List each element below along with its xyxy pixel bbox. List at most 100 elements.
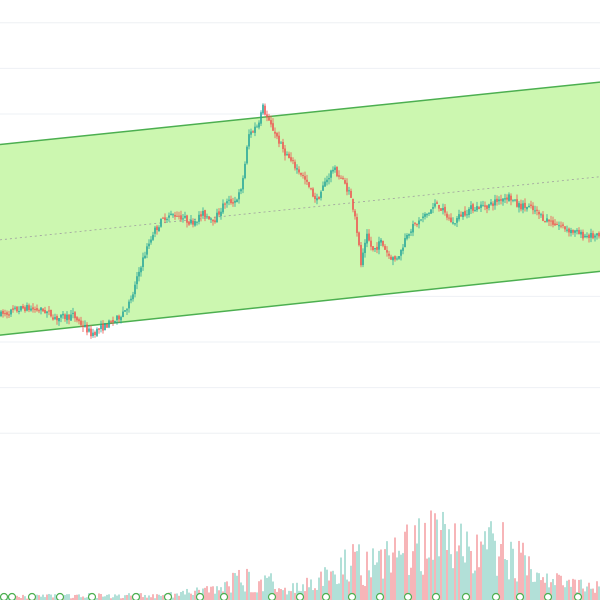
volume-bar — [206, 586, 208, 600]
event-marker-icon[interactable] — [163, 592, 173, 600]
volume-bar — [390, 572, 392, 600]
volume-bar — [304, 591, 306, 600]
event-marker-icon[interactable] — [267, 592, 277, 600]
volume-bar — [20, 598, 22, 600]
candle — [460, 211, 462, 217]
event-marker-icon[interactable] — [375, 592, 385, 600]
event-marker-icon[interactable] — [515, 592, 525, 600]
volume-bar — [568, 579, 570, 600]
volume-bar — [286, 594, 288, 600]
volume-bar — [104, 596, 106, 600]
channel-mid-line — [0, 176, 600, 241]
candle — [598, 231, 600, 239]
event-marker-icon[interactable] — [27, 592, 37, 600]
channel-lower-line[interactable] — [0, 270, 600, 336]
event-marker-icon[interactable] — [543, 592, 553, 600]
volume-bar — [378, 550, 380, 600]
volume-bar — [466, 531, 468, 600]
volume-bar — [468, 546, 470, 600]
volume-bar — [578, 579, 580, 600]
candle — [358, 231, 360, 247]
candle — [578, 227, 580, 235]
candle — [24, 305, 26, 313]
candle — [266, 110, 268, 122]
event-marker-icon[interactable] — [431, 592, 441, 600]
candle — [370, 236, 372, 251]
volume-bar — [278, 588, 280, 600]
candle — [278, 131, 280, 148]
event-marker-icon[interactable] — [461, 592, 471, 600]
candle — [502, 198, 504, 206]
candle — [314, 192, 316, 203]
candle — [434, 199, 436, 209]
volume-bar — [122, 597, 124, 600]
volume-bar — [488, 527, 490, 600]
candle — [594, 233, 596, 242]
event-marker-icon[interactable] — [55, 592, 65, 600]
volume-bar — [574, 579, 576, 600]
candle — [196, 221, 198, 226]
event-marker-icon[interactable] — [347, 592, 357, 600]
candle — [10, 308, 12, 318]
volume-bar — [210, 586, 212, 600]
candle — [426, 213, 428, 218]
event-marker-icon[interactable] — [573, 592, 583, 600]
candle — [240, 188, 242, 195]
event-marker-icon[interactable] — [321, 592, 331, 600]
volume-bar — [346, 579, 348, 600]
volume-bar — [500, 544, 502, 600]
event-marker-icon[interactable] — [7, 592, 17, 600]
volume-bar — [208, 592, 210, 600]
candle — [136, 272, 138, 290]
candle — [496, 195, 498, 206]
volume-bar — [464, 562, 466, 600]
volume-bar — [544, 582, 546, 600]
candle — [296, 164, 298, 174]
volume-bar — [406, 524, 408, 600]
candle — [62, 311, 64, 319]
event-marker-icon[interactable] — [295, 592, 305, 600]
volume-bar — [270, 573, 272, 600]
candle — [316, 193, 318, 205]
volume-bar — [522, 542, 524, 600]
volume-bar — [436, 519, 438, 600]
volume-bar — [556, 573, 558, 600]
volume-bar — [502, 522, 504, 600]
volume-bar — [586, 586, 588, 600]
candle — [280, 141, 282, 144]
candle — [38, 308, 40, 314]
volume-bar — [348, 581, 350, 600]
volume-bar — [440, 530, 442, 600]
volume-bar — [334, 574, 336, 600]
volume-bar — [318, 577, 320, 600]
volume-bar — [368, 570, 370, 600]
candle — [150, 236, 152, 245]
volume-bar — [474, 570, 476, 600]
volume-bar — [152, 594, 154, 600]
volume-bar — [454, 523, 456, 600]
event-marker-icon[interactable] — [195, 592, 205, 600]
candle — [550, 215, 552, 227]
volume-bar — [572, 578, 574, 600]
candle — [470, 201, 472, 214]
candle — [450, 213, 452, 223]
event-marker-icon[interactable] — [87, 592, 97, 600]
candle — [306, 174, 308, 186]
event-marker-icon[interactable] — [491, 592, 501, 600]
candle — [268, 113, 270, 122]
channel-upper-line[interactable] — [0, 81, 600, 146]
event-marker-icon[interactable] — [403, 592, 413, 600]
volume-bar — [382, 578, 384, 600]
event-marker-icon[interactable] — [131, 592, 141, 600]
volume-bar — [512, 548, 514, 600]
volume-bar — [248, 571, 250, 600]
volume-bar — [284, 587, 286, 600]
candle — [248, 129, 250, 150]
candle — [190, 215, 192, 225]
candle — [232, 197, 234, 207]
event-marker-icon[interactable] — [0, 592, 9, 600]
candle — [392, 256, 394, 266]
candle — [368, 229, 370, 242]
candle — [270, 115, 272, 128]
event-marker-icon[interactable] — [219, 592, 229, 600]
